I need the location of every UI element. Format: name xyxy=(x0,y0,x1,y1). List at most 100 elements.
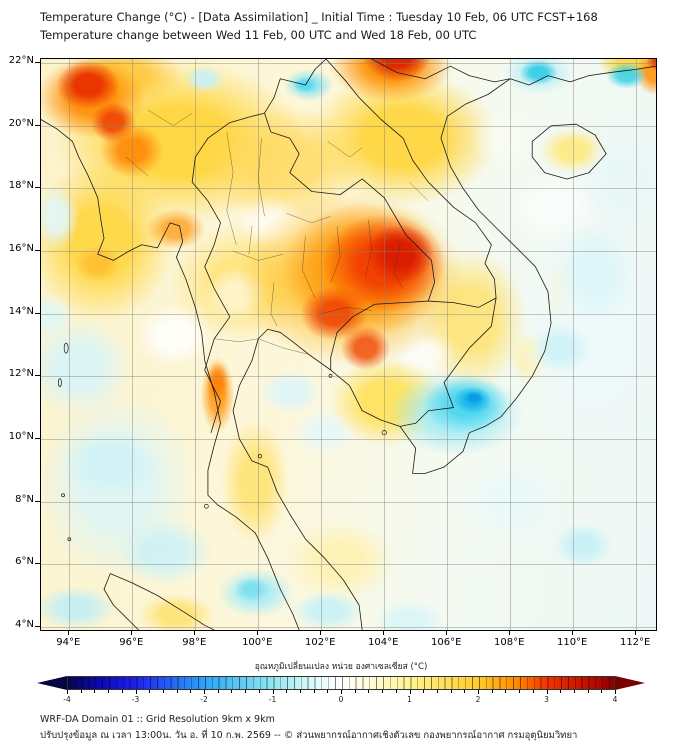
lon-tick-label: 98°E xyxy=(182,637,207,648)
lon-gridline xyxy=(384,59,386,630)
colorbar-minor-tick xyxy=(286,690,288,693)
lat-gridline xyxy=(41,626,656,628)
colorbar-minor-tick xyxy=(217,690,219,693)
colorbar-tick-label: 4 xyxy=(612,695,618,704)
heat-blob xyxy=(598,59,656,95)
colorbar-minor-tick xyxy=(354,690,356,693)
colorbar-major-tick xyxy=(546,690,548,694)
colorbar-minor-tick xyxy=(587,690,589,693)
colorbar: อุณหภูมิเปลี่ยนแปลง หน่วย องศาเซลเซียส (… xyxy=(37,659,645,708)
border-cambodia-vietnam xyxy=(399,297,497,427)
lat-tick-label: 6°N xyxy=(15,556,34,568)
lat-gridline xyxy=(41,313,656,315)
graticule-grid-layer xyxy=(41,59,656,630)
heat-blob xyxy=(511,59,566,90)
colorbar-minor-tick xyxy=(573,690,575,693)
heat-blob xyxy=(461,389,487,407)
colorbar-right-arrow-icon xyxy=(615,676,645,690)
colorbar-minor-tick xyxy=(245,690,247,693)
heat-blob xyxy=(176,59,234,98)
small-islands xyxy=(58,342,387,542)
colorbar-major-tick xyxy=(478,690,479,694)
lat-tick-label: 8°N xyxy=(15,493,34,505)
colorbar-minor-tick xyxy=(162,690,164,693)
lon-tick-label: 106°E xyxy=(431,637,462,648)
lon-tick xyxy=(194,631,196,635)
border-laos-vietnam xyxy=(325,59,497,299)
colorbar-minor-tick xyxy=(80,690,82,693)
lon-tick xyxy=(257,631,259,635)
colorbar-ticks: -4 -3 -2 -1 0 1 2 3 4 xyxy=(37,690,645,708)
colorbar-minor-tick xyxy=(395,690,397,693)
temperature-heat-layer xyxy=(41,59,656,630)
colorbar-major-tick xyxy=(615,690,616,694)
colorbar-left-arrow-icon xyxy=(37,676,67,690)
colorbar-minor-tick xyxy=(190,690,192,693)
lat-gridline xyxy=(41,564,656,566)
gulf-and-east-coastline xyxy=(232,65,656,630)
colorbar-tick-label: -1 xyxy=(268,695,277,704)
colorbar-minor-tick xyxy=(601,690,603,693)
footer-update-info: ปรับปรุงข้อมูล ณ เวลา 13:00น. วัน อ. ที่… xyxy=(40,730,578,741)
lon-tick xyxy=(509,631,511,635)
colorbar-minor-tick xyxy=(532,690,534,693)
lon-tick-label: 110°E xyxy=(556,637,588,648)
heat-blob xyxy=(359,592,460,630)
lat-gridline xyxy=(41,501,656,503)
lat-tick-label: 10°N xyxy=(8,430,34,442)
title-block: Temperature Change (°C) - [Data Assimila… xyxy=(40,8,598,44)
colorbar-title: อุณหภูมิเปลี่ยนแปลง หน่วย องศาเซลเซียส (… xyxy=(254,662,428,672)
hainan-island xyxy=(531,123,607,180)
colorbar-minor-tick xyxy=(121,690,123,693)
colorbar-minor-tick xyxy=(327,690,329,693)
colorbar-major-tick xyxy=(341,690,342,694)
colorbar-minor-tick xyxy=(94,690,96,693)
colorbar-tick-label: 0 xyxy=(338,695,344,704)
colorbar-minor-tick xyxy=(491,690,493,693)
colorbar-tick-label: -2 xyxy=(200,695,208,704)
colorbar-minor-tick xyxy=(450,690,452,693)
lat-tick-label: 14°N xyxy=(8,305,34,317)
lat-gridline xyxy=(41,438,656,440)
colorbar-tick-label: 2 xyxy=(475,695,481,704)
border-china-vietnam xyxy=(371,59,511,83)
colorbar-minor-tick xyxy=(505,690,507,693)
lon-tick-label: 96°E xyxy=(119,637,144,648)
lon-tick-label: 94°E xyxy=(56,637,81,648)
colorbar-minor-tick xyxy=(258,690,260,693)
lon-gridline xyxy=(510,59,512,630)
lon-gridline xyxy=(132,59,134,630)
lon-tick xyxy=(383,631,385,635)
lat-tick-label: 18°N xyxy=(8,180,34,192)
colorbar-minor-tick xyxy=(464,690,466,693)
page-subtitle: Temperature change between Wed 11 Feb, 0… xyxy=(40,28,477,42)
border-thailand-laos xyxy=(264,112,435,302)
coastline-borders-svg xyxy=(41,59,656,630)
lat-tick-label: 12°N xyxy=(8,368,34,380)
colorbar-minor-tick xyxy=(313,690,315,693)
heat-blob xyxy=(349,59,445,92)
lat-tick-label: 4°N xyxy=(15,618,34,630)
colorbar-minor-tick xyxy=(519,690,521,693)
lat-tick-label: 20°N xyxy=(8,117,34,129)
colorbar-minor-tick xyxy=(149,690,151,693)
lon-tick-label: 102°E xyxy=(305,637,336,648)
colorbar-major-tick xyxy=(135,690,137,694)
lon-tick-label: 112°E xyxy=(619,637,651,648)
lon-tick xyxy=(635,631,637,635)
lat-tick-label: 16°N xyxy=(8,243,34,254)
lon-tick xyxy=(446,631,448,635)
border-china-laos xyxy=(264,59,327,114)
colorbar-minor-tick xyxy=(231,690,233,693)
colorbar-row xyxy=(37,676,645,690)
colorbar-major-tick xyxy=(67,690,68,694)
lon-tick-label: 108°E xyxy=(493,637,525,648)
colorbar-minor-tick xyxy=(423,690,425,693)
sumatra-coastline xyxy=(103,573,215,630)
colorbar-tick-label: -3 xyxy=(131,695,140,704)
colorbar-tick-label: -4 xyxy=(63,695,71,704)
lon-gridline xyxy=(321,59,323,630)
colorbar-minor-tick xyxy=(436,690,438,693)
footer-block: WRF-DA Domain 01 :: Grid Resolution 9km … xyxy=(40,712,577,744)
